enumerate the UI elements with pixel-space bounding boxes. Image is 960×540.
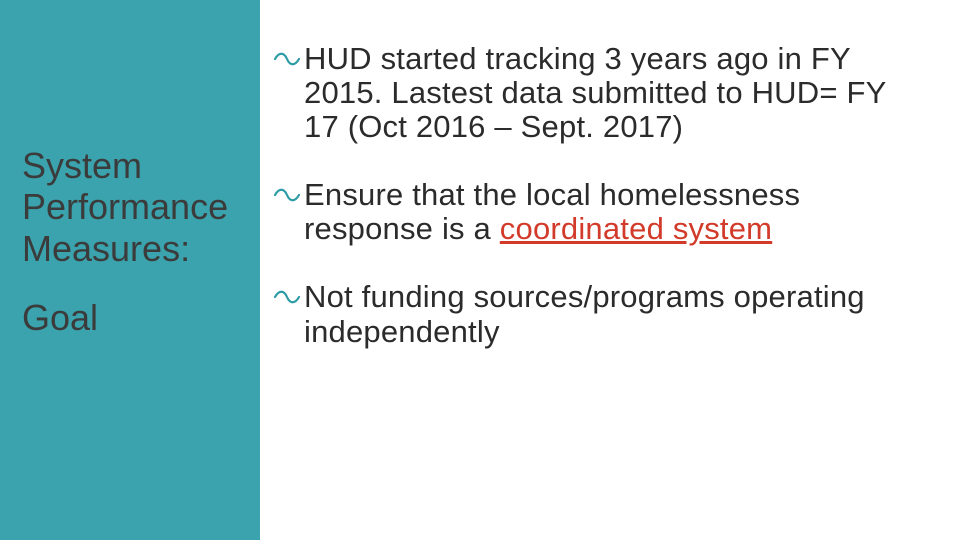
bullet-3: Not funding sources/programs operating i… <box>274 280 928 348</box>
bullet-1-prefix: HUD started tracking 3 years ago in FY 2… <box>304 41 886 144</box>
flourish-icon <box>274 288 304 306</box>
flourish-icon <box>274 186 304 204</box>
bullet-3-prefix: Not funding sources/programs operating i… <box>304 279 865 348</box>
content-panel: HUD started tracking 3 years ago in FY 2… <box>260 0 960 540</box>
bullet-2-highlight: coordinated system <box>500 211 772 246</box>
title-line-2: Performance <box>22 186 240 227</box>
title-goal: Goal <box>22 297 240 338</box>
bullet-1-text: HUD started tracking 3 years ago in FY 2… <box>304 42 928 144</box>
bullet-2-text: Ensure that the local homelessness respo… <box>304 178 928 246</box>
bullet-3-text: Not funding sources/programs operating i… <box>304 280 928 348</box>
bullet-1: HUD started tracking 3 years ago in FY 2… <box>274 42 928 144</box>
slide-title: System Performance Measures: Goal <box>22 145 240 339</box>
bullet-2: Ensure that the local homelessness respo… <box>274 178 928 246</box>
title-line-1: System <box>22 145 240 186</box>
left-panel: System Performance Measures: Goal <box>0 0 260 540</box>
flourish-icon <box>274 50 304 68</box>
title-line-3: Measures: <box>22 228 240 269</box>
slide: System Performance Measures: Goal HUD st… <box>0 0 960 540</box>
